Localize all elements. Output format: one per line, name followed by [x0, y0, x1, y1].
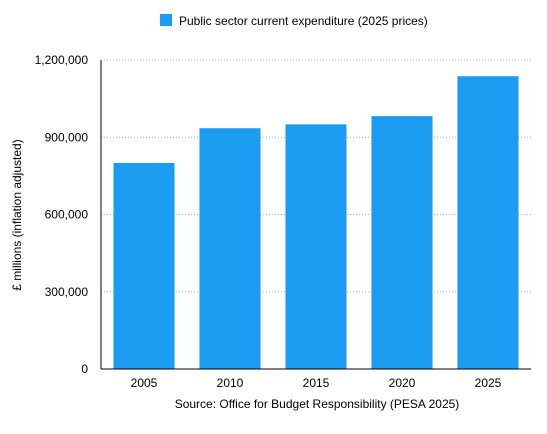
x-tick-label: 2025 — [475, 376, 502, 390]
bar-2025 — [457, 76, 519, 369]
y-tick-label: 600,000 — [45, 208, 89, 222]
y-tick-label: 1,200,000 — [35, 53, 89, 67]
bar-2010 — [199, 128, 261, 369]
legend-swatch — [160, 14, 172, 26]
y-tick-label: 0 — [81, 362, 88, 376]
x-axis-title: Source: Office for Budget Responsibility… — [175, 397, 460, 411]
y-tick-label: 300,000 — [45, 285, 89, 299]
x-tick-label: 2020 — [389, 376, 416, 390]
x-tick-label: 2010 — [217, 376, 244, 390]
x-tick-label: 2015 — [303, 376, 330, 390]
axes: 0 300,000 600,000 900,000 1,200,000 2005 2010 2… — [35, 53, 531, 390]
y-axis-title: £ millions (inflation adjusted) — [10, 139, 24, 290]
bar-2015 — [285, 124, 347, 369]
legend-label: Public sector current expenditure (2025 … — [179, 14, 428, 28]
legend: Public sector current expenditure (2025 … — [160, 14, 428, 28]
bar-2005 — [113, 163, 175, 369]
bar-2020 — [371, 116, 433, 369]
y-tick-label: 900,000 — [45, 130, 89, 144]
x-tick-label: 2005 — [131, 376, 158, 390]
bars — [113, 76, 519, 369]
